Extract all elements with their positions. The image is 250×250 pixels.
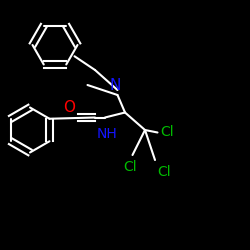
Text: Cl: Cl (160, 126, 173, 140)
Text: N: N (109, 78, 121, 92)
Text: Cl: Cl (123, 160, 137, 174)
Text: Cl: Cl (158, 165, 171, 179)
Text: O: O (63, 100, 75, 115)
Text: NH: NH (97, 128, 118, 141)
